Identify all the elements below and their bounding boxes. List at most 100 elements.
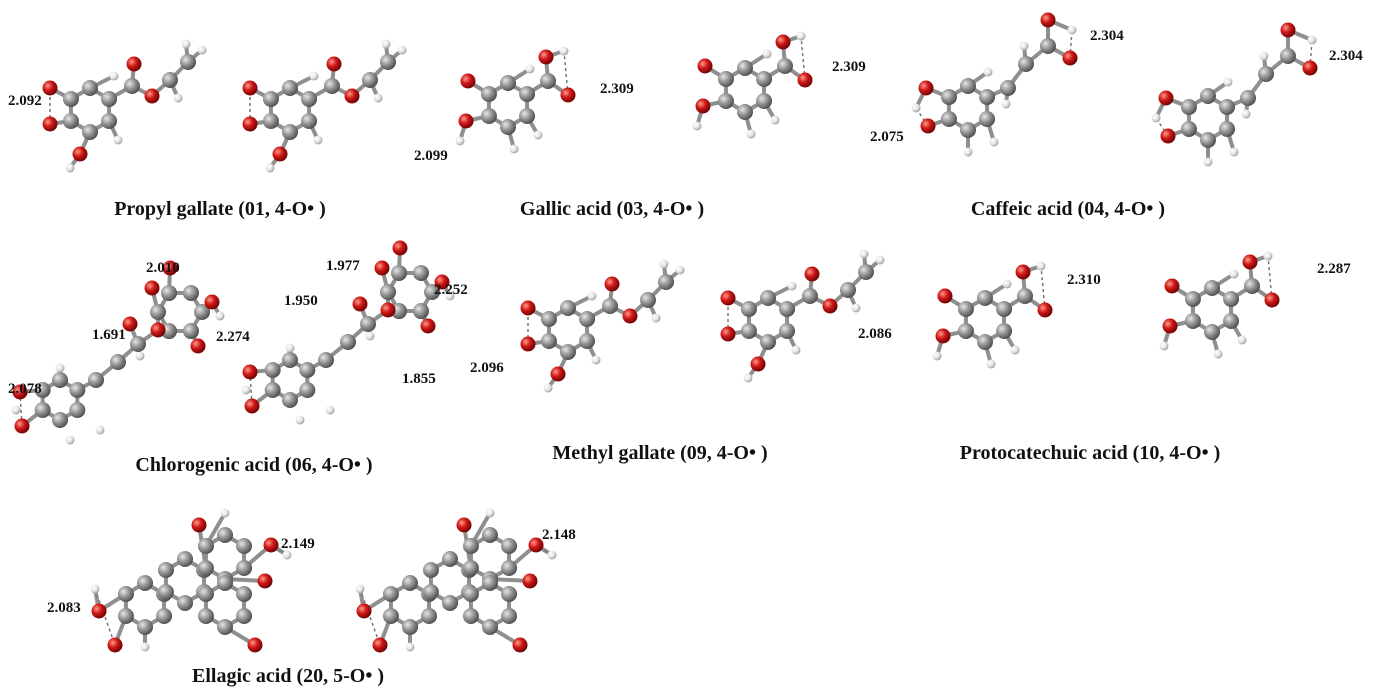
oxygen-atom <box>326 56 342 72</box>
carbon-atom <box>740 323 757 339</box>
carbon-atom <box>940 89 957 105</box>
carbon-atom <box>282 124 298 140</box>
carbon-atom <box>1204 280 1220 296</box>
carbon-atom <box>324 78 340 94</box>
oxygen-atom <box>242 116 258 132</box>
hydrogen-atom <box>692 121 702 131</box>
distance-label: 1.691 <box>92 327 126 343</box>
carbon-atom <box>960 78 976 94</box>
carbon-atom <box>442 551 458 567</box>
carbon-atom <box>482 619 498 635</box>
oxygen-atom <box>550 366 566 382</box>
oxygen-atom <box>1242 254 1258 270</box>
carbon-atom <box>579 311 596 327</box>
carbon-atom <box>117 608 134 624</box>
hydrogen-atom <box>455 136 465 146</box>
carbon-atom <box>1219 99 1236 115</box>
oxygen-atom <box>257 573 273 589</box>
hydrogen-atom <box>113 135 123 145</box>
oxygen-atom <box>1164 278 1180 294</box>
carbon-atom <box>382 586 399 602</box>
oxygen-atom <box>12 384 28 400</box>
carbon-atom <box>62 113 79 129</box>
carbon-atom <box>540 333 557 349</box>
carbon-atom <box>462 538 479 554</box>
oxygen-atom <box>434 274 450 290</box>
carbon-atom <box>124 78 140 94</box>
caption-ellagic-acid: Ellagic acid (20, 5-O• ) <box>192 665 384 687</box>
hydrogen-atom <box>65 163 75 173</box>
carbon-atom <box>658 274 674 290</box>
hydrogen-atom <box>875 255 885 265</box>
carbon-atom <box>500 119 516 135</box>
carbon-atom <box>979 111 996 127</box>
oxygen-atom <box>797 72 813 88</box>
carbon-atom <box>183 323 199 340</box>
carbon-atom <box>1040 38 1056 54</box>
hydrogen-atom <box>1241 109 1251 119</box>
hydrogen-atom <box>1307 35 1317 45</box>
oxygen-atom <box>1062 50 1078 66</box>
oxygen-atom <box>697 58 713 74</box>
carbon-atom <box>737 60 753 76</box>
hydrogen-atom <box>373 93 383 103</box>
carbon-atom <box>197 586 214 602</box>
caption-propyl-gallate: Propyl gallate (01, 4-O• ) <box>114 198 326 220</box>
hydrogen-atom <box>525 64 535 74</box>
hydrogen-atom <box>932 351 942 361</box>
oxygen-atom <box>150 322 166 338</box>
hydrogen-atom <box>509 144 519 154</box>
hydrogen-atom <box>55 363 65 373</box>
carbon-atom <box>137 619 153 635</box>
carbon-atom <box>82 80 98 96</box>
hydrogen-atom <box>220 508 230 518</box>
carbon-atom <box>1223 291 1240 307</box>
carbon-atom <box>197 538 214 554</box>
hydrogen-atom <box>1036 261 1046 271</box>
carbon-atom <box>560 344 576 360</box>
carbon-atom <box>482 527 498 543</box>
carbon-atom <box>360 316 376 332</box>
oxygen-atom <box>604 276 620 292</box>
distance-label: 1.977 <box>326 258 360 274</box>
hydrogen-atom <box>1263 251 1273 261</box>
hydrogen-atom <box>1229 269 1239 279</box>
carbon-atom <box>150 304 166 320</box>
oxygen-atom <box>204 294 220 310</box>
carbon-atom <box>1018 56 1034 72</box>
oxygen-atom <box>126 56 142 72</box>
carbon-atom <box>740 301 757 317</box>
hydrogen-atom <box>265 163 275 173</box>
carbon-atom <box>501 608 518 624</box>
oxygen-atom <box>520 300 536 316</box>
oxygen-atom <box>352 296 368 312</box>
hydrogen-atom <box>559 46 569 56</box>
distance-label: 2.149 <box>281 536 315 552</box>
distance-label: 2.086 <box>858 326 892 342</box>
carbon-atom <box>177 551 193 567</box>
mol-gallic-acid-b <box>692 31 813 139</box>
carbon-atom <box>462 560 479 576</box>
mol-caffeic-acid-b <box>1151 22 1318 167</box>
hydrogen-atom <box>1067 25 1077 35</box>
carbon-atom <box>501 538 518 554</box>
oxygen-atom <box>42 80 58 96</box>
oxygen-atom <box>272 146 288 162</box>
oxygen-atom <box>622 308 638 324</box>
caption-gallic-acid: Gallic acid (03, 4-O• ) <box>519 198 705 220</box>
carbon-atom <box>101 91 118 107</box>
carbon-atom <box>380 284 396 300</box>
oxygen-atom <box>122 316 138 332</box>
oxygen-atom <box>162 260 178 276</box>
carbon-atom <box>940 111 957 127</box>
oxygen-atom <box>144 88 160 104</box>
carbon-atom <box>760 334 776 350</box>
oxygen-atom <box>460 73 476 89</box>
distance-label: 1.950 <box>284 293 318 309</box>
oxygen-atom <box>804 266 820 282</box>
distance-label: 2.148 <box>542 527 576 543</box>
oxygen-atom <box>720 326 736 342</box>
carbon-atom <box>422 584 439 600</box>
carbon-atom <box>1017 288 1033 304</box>
hydrogen-bond <box>359 588 381 646</box>
